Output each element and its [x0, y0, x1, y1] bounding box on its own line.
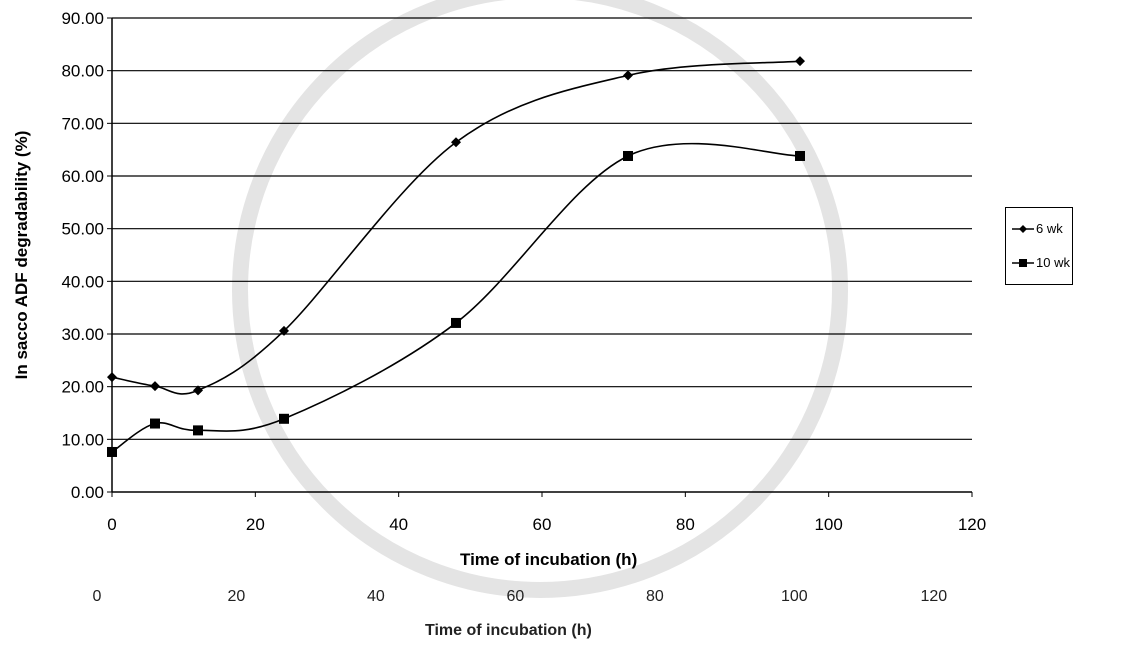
point-10wk-6 [795, 150, 805, 161]
point-10wk-0 [107, 446, 117, 457]
square-marker-icon [1012, 259, 1034, 267]
point-6wk-4 [451, 137, 461, 148]
point-6wk-5 [623, 70, 633, 81]
outer-x-tick-label-2: 40 [367, 588, 385, 605]
point-6wk-6 [795, 56, 805, 67]
y-tick-label-3: 30.00 [61, 325, 104, 344]
x-tick-label-1: 20 [246, 515, 265, 534]
x-tick-label-4: 80 [676, 515, 695, 534]
legend: 6 wk 10 wk [1005, 207, 1073, 285]
x-tick-label-5: 100 [814, 515, 842, 534]
x-tick-label-2: 40 [389, 515, 408, 534]
outer-x-tick-label-1: 20 [227, 588, 246, 605]
outer-x-tick-label-0: 0 [92, 588, 102, 605]
y-tick-label-4: 40.00 [61, 272, 104, 291]
watermark-seal [232, 0, 848, 598]
legend-item-10wk: 10 wk [1010, 254, 1072, 272]
point-6wk-0 [107, 372, 117, 383]
y-tick-label-6: 60.00 [61, 167, 104, 186]
series-line-6wk [111, 60, 801, 395]
point-10wk-3 [279, 413, 289, 424]
outer-x-tick-label-5: 100 [781, 588, 808, 605]
outer-x-axis-label: Time of incubation (h) [425, 622, 592, 639]
y-tick-label-5: 50.00 [61, 220, 104, 239]
legend-label-6wk: 6 wk [1036, 221, 1063, 236]
series-line-10wk [111, 142, 801, 453]
x-tick-label-0: 0 [107, 515, 116, 534]
point-10wk-4 [451, 317, 461, 328]
point-6wk-1 [150, 381, 160, 392]
y-tick-label-8: 80.00 [61, 62, 104, 81]
y-axis-label: In sacco ADF degradability (%) [12, 130, 31, 380]
point-6wk-3 [279, 325, 289, 336]
point-10wk-1 [150, 418, 160, 429]
legend-label-10wk: 10 wk [1036, 255, 1070, 270]
x-tick-label-3: 60 [533, 515, 552, 534]
point-6wk-2 [193, 385, 203, 396]
outer-x-tick-label-6: 120 [920, 588, 948, 605]
y-tick-label-9: 90.00 [61, 9, 104, 28]
y-tick-label-2: 20.00 [61, 378, 104, 397]
outer-x-tick-label-4: 80 [646, 588, 664, 605]
outer-x-tick-label-3: 60 [506, 588, 525, 605]
x-tick-label-6: 120 [958, 515, 986, 534]
x-axis-label: Time of incubation (h) [460, 550, 638, 569]
point-10wk-2 [193, 425, 203, 436]
y-tick-label-7: 70.00 [61, 114, 104, 133]
y-tick-label-0: 0.00 [71, 483, 104, 502]
point-10wk-5 [623, 150, 633, 161]
legend-item-6wk: 6 wk [1010, 220, 1072, 238]
y-tick-label-1: 10.00 [61, 430, 104, 449]
diamond-marker-icon [1012, 225, 1034, 233]
